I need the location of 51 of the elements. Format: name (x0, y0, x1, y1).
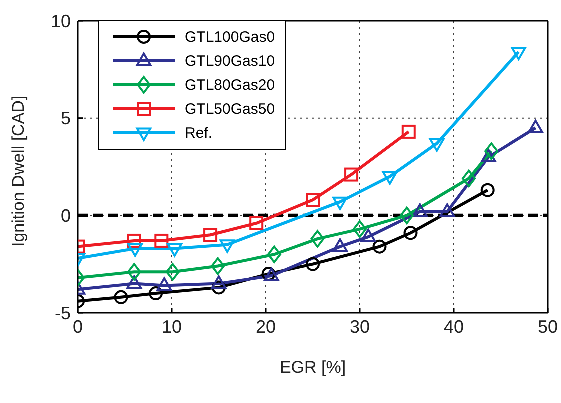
point (344, 168, 359, 182)
point (400, 206, 414, 224)
x-axis-title: EGR [%] (280, 358, 346, 377)
point (127, 234, 142, 248)
point (372, 240, 387, 254)
point (360, 228, 376, 242)
point (511, 46, 526, 60)
point (462, 170, 476, 188)
point (267, 246, 282, 264)
point (250, 216, 264, 230)
y-tick-label: -5 (54, 303, 71, 324)
point (156, 278, 172, 291)
x-tick-label: 30 (350, 316, 370, 337)
point (149, 286, 164, 301)
x-tick-label: 10 (162, 316, 182, 337)
point (264, 268, 280, 282)
y-tick-label: 10 (50, 11, 71, 32)
point (114, 290, 128, 304)
point (353, 220, 367, 238)
point (166, 263, 180, 281)
point (306, 193, 320, 208)
x-tick-label: 50 (538, 316, 558, 337)
point (484, 142, 499, 160)
point (412, 204, 428, 217)
legend-label: GTL50Gas50 (185, 100, 276, 118)
point (382, 172, 398, 185)
y-axis-title: Ignition Dwell [CAD] (9, 96, 28, 247)
point (306, 257, 320, 272)
point (211, 276, 227, 289)
point (154, 234, 169, 248)
point (429, 138, 445, 152)
point (211, 257, 226, 276)
legend-label: GTL90Gas10 (185, 52, 276, 70)
point (404, 226, 418, 240)
legend-label: GTL100Gas0 (185, 28, 276, 46)
point (204, 228, 218, 242)
y-tick-label: 0 (60, 206, 71, 226)
point (310, 230, 325, 248)
legend-label: GTL80Gas20 (185, 76, 276, 94)
point (126, 276, 142, 289)
point (262, 267, 276, 282)
point (440, 204, 456, 217)
x-tick-label: 20 (256, 316, 276, 337)
point (212, 280, 226, 295)
point (480, 183, 495, 198)
x-tick-label: 40 (444, 316, 464, 337)
point (332, 238, 348, 252)
legend-label: Ref. (185, 124, 213, 142)
point (127, 263, 142, 281)
y-tick-label: 5 (60, 108, 71, 129)
point (402, 124, 416, 139)
